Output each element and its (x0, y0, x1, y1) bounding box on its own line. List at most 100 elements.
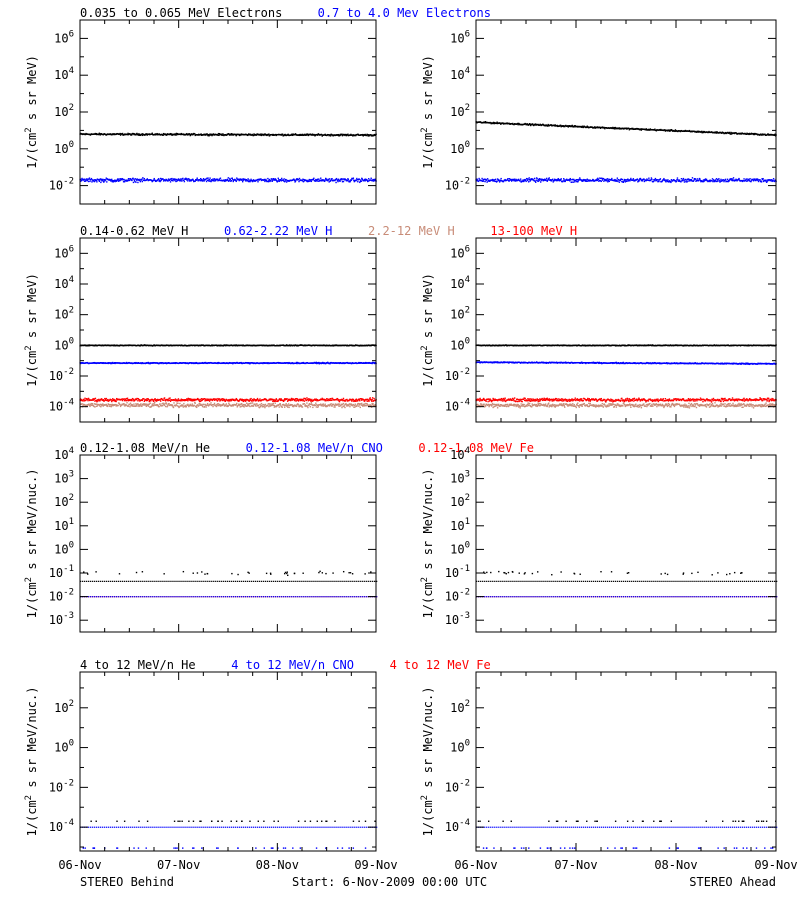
data-point (531, 123, 534, 125)
data-point (217, 403, 220, 405)
data-point (135, 404, 138, 406)
series-1 (79, 177, 377, 184)
data-point (271, 404, 273, 407)
data-point (127, 177, 130, 180)
data-point (99, 134, 102, 136)
data-point (201, 399, 203, 402)
data-point (207, 404, 209, 406)
data-point (210, 402, 212, 404)
data-point (307, 400, 310, 402)
data-point (248, 400, 250, 402)
data-point (349, 181, 351, 183)
data-point (218, 398, 221, 400)
data-point (745, 133, 748, 135)
data-point (204, 178, 207, 181)
data-point (155, 399, 157, 402)
data-point (227, 405, 230, 407)
data-point (184, 399, 186, 402)
data-point (218, 134, 220, 137)
data-point (290, 397, 293, 400)
data-point (201, 180, 204, 182)
data-point (268, 178, 271, 181)
data-point (240, 133, 242, 135)
data-point (354, 403, 357, 405)
data-point (370, 400, 373, 402)
data-point (308, 404, 310, 407)
data-point (688, 129, 691, 132)
data-point (105, 179, 107, 181)
data-point (578, 179, 580, 181)
data-point (723, 180, 725, 183)
data-point (258, 406, 261, 409)
data-point (153, 399, 155, 401)
data-point (211, 179, 214, 182)
series-0 (475, 401, 777, 409)
data-point (308, 398, 310, 400)
data-point (151, 132, 153, 134)
data-point (760, 133, 762, 135)
data-point (217, 132, 220, 135)
data-point (136, 405, 138, 407)
data-point (123, 178, 125, 181)
data-point (211, 404, 214, 406)
data-point (329, 397, 332, 400)
series-2 (79, 361, 377, 365)
data-point (619, 179, 622, 182)
data-point (582, 179, 584, 182)
data-point (732, 179, 734, 182)
data-point (139, 178, 141, 181)
data-point (548, 178, 550, 180)
data-point (752, 133, 755, 136)
data-point (274, 405, 276, 407)
data-point (285, 405, 288, 407)
data-point (361, 404, 363, 406)
data-point (146, 133, 148, 135)
data-point (227, 179, 229, 182)
data-point (278, 399, 280, 401)
data-point (360, 398, 362, 400)
data-point (558, 178, 560, 181)
data-point (134, 405, 137, 408)
data-point (761, 178, 763, 180)
data-point (215, 404, 217, 406)
data-point (119, 132, 121, 135)
data-point (95, 403, 97, 405)
data-point (181, 400, 183, 402)
data-point (540, 179, 542, 182)
data-point (302, 399, 305, 401)
data-point (171, 134, 173, 137)
data-point (724, 178, 727, 181)
data-point (250, 402, 252, 404)
data-point (263, 178, 266, 181)
data-point (127, 399, 130, 402)
data-point (637, 179, 640, 181)
data-point (251, 133, 254, 136)
data-point (133, 179, 136, 182)
data-point (513, 178, 516, 180)
data-point (196, 406, 198, 409)
data-point (136, 178, 139, 180)
data-point (321, 135, 323, 137)
data-point (122, 403, 124, 406)
data-point (276, 398, 278, 401)
data-point (560, 178, 562, 180)
data-point (228, 398, 230, 401)
data-point (242, 178, 244, 180)
data-point (188, 405, 190, 408)
data-point (168, 399, 171, 401)
data-point (206, 179, 209, 181)
data-point (166, 398, 169, 401)
data-point (306, 133, 309, 135)
data-point (636, 178, 639, 180)
data-point (293, 404, 296, 406)
data-point (716, 131, 718, 133)
data-point (285, 181, 288, 183)
data-point (138, 179, 141, 182)
data-point (271, 403, 274, 405)
data-point (747, 179, 749, 181)
data-point (156, 404, 159, 406)
data-point (761, 134, 763, 136)
y-tick-label: 100 (54, 336, 74, 352)
data-point (278, 179, 280, 181)
